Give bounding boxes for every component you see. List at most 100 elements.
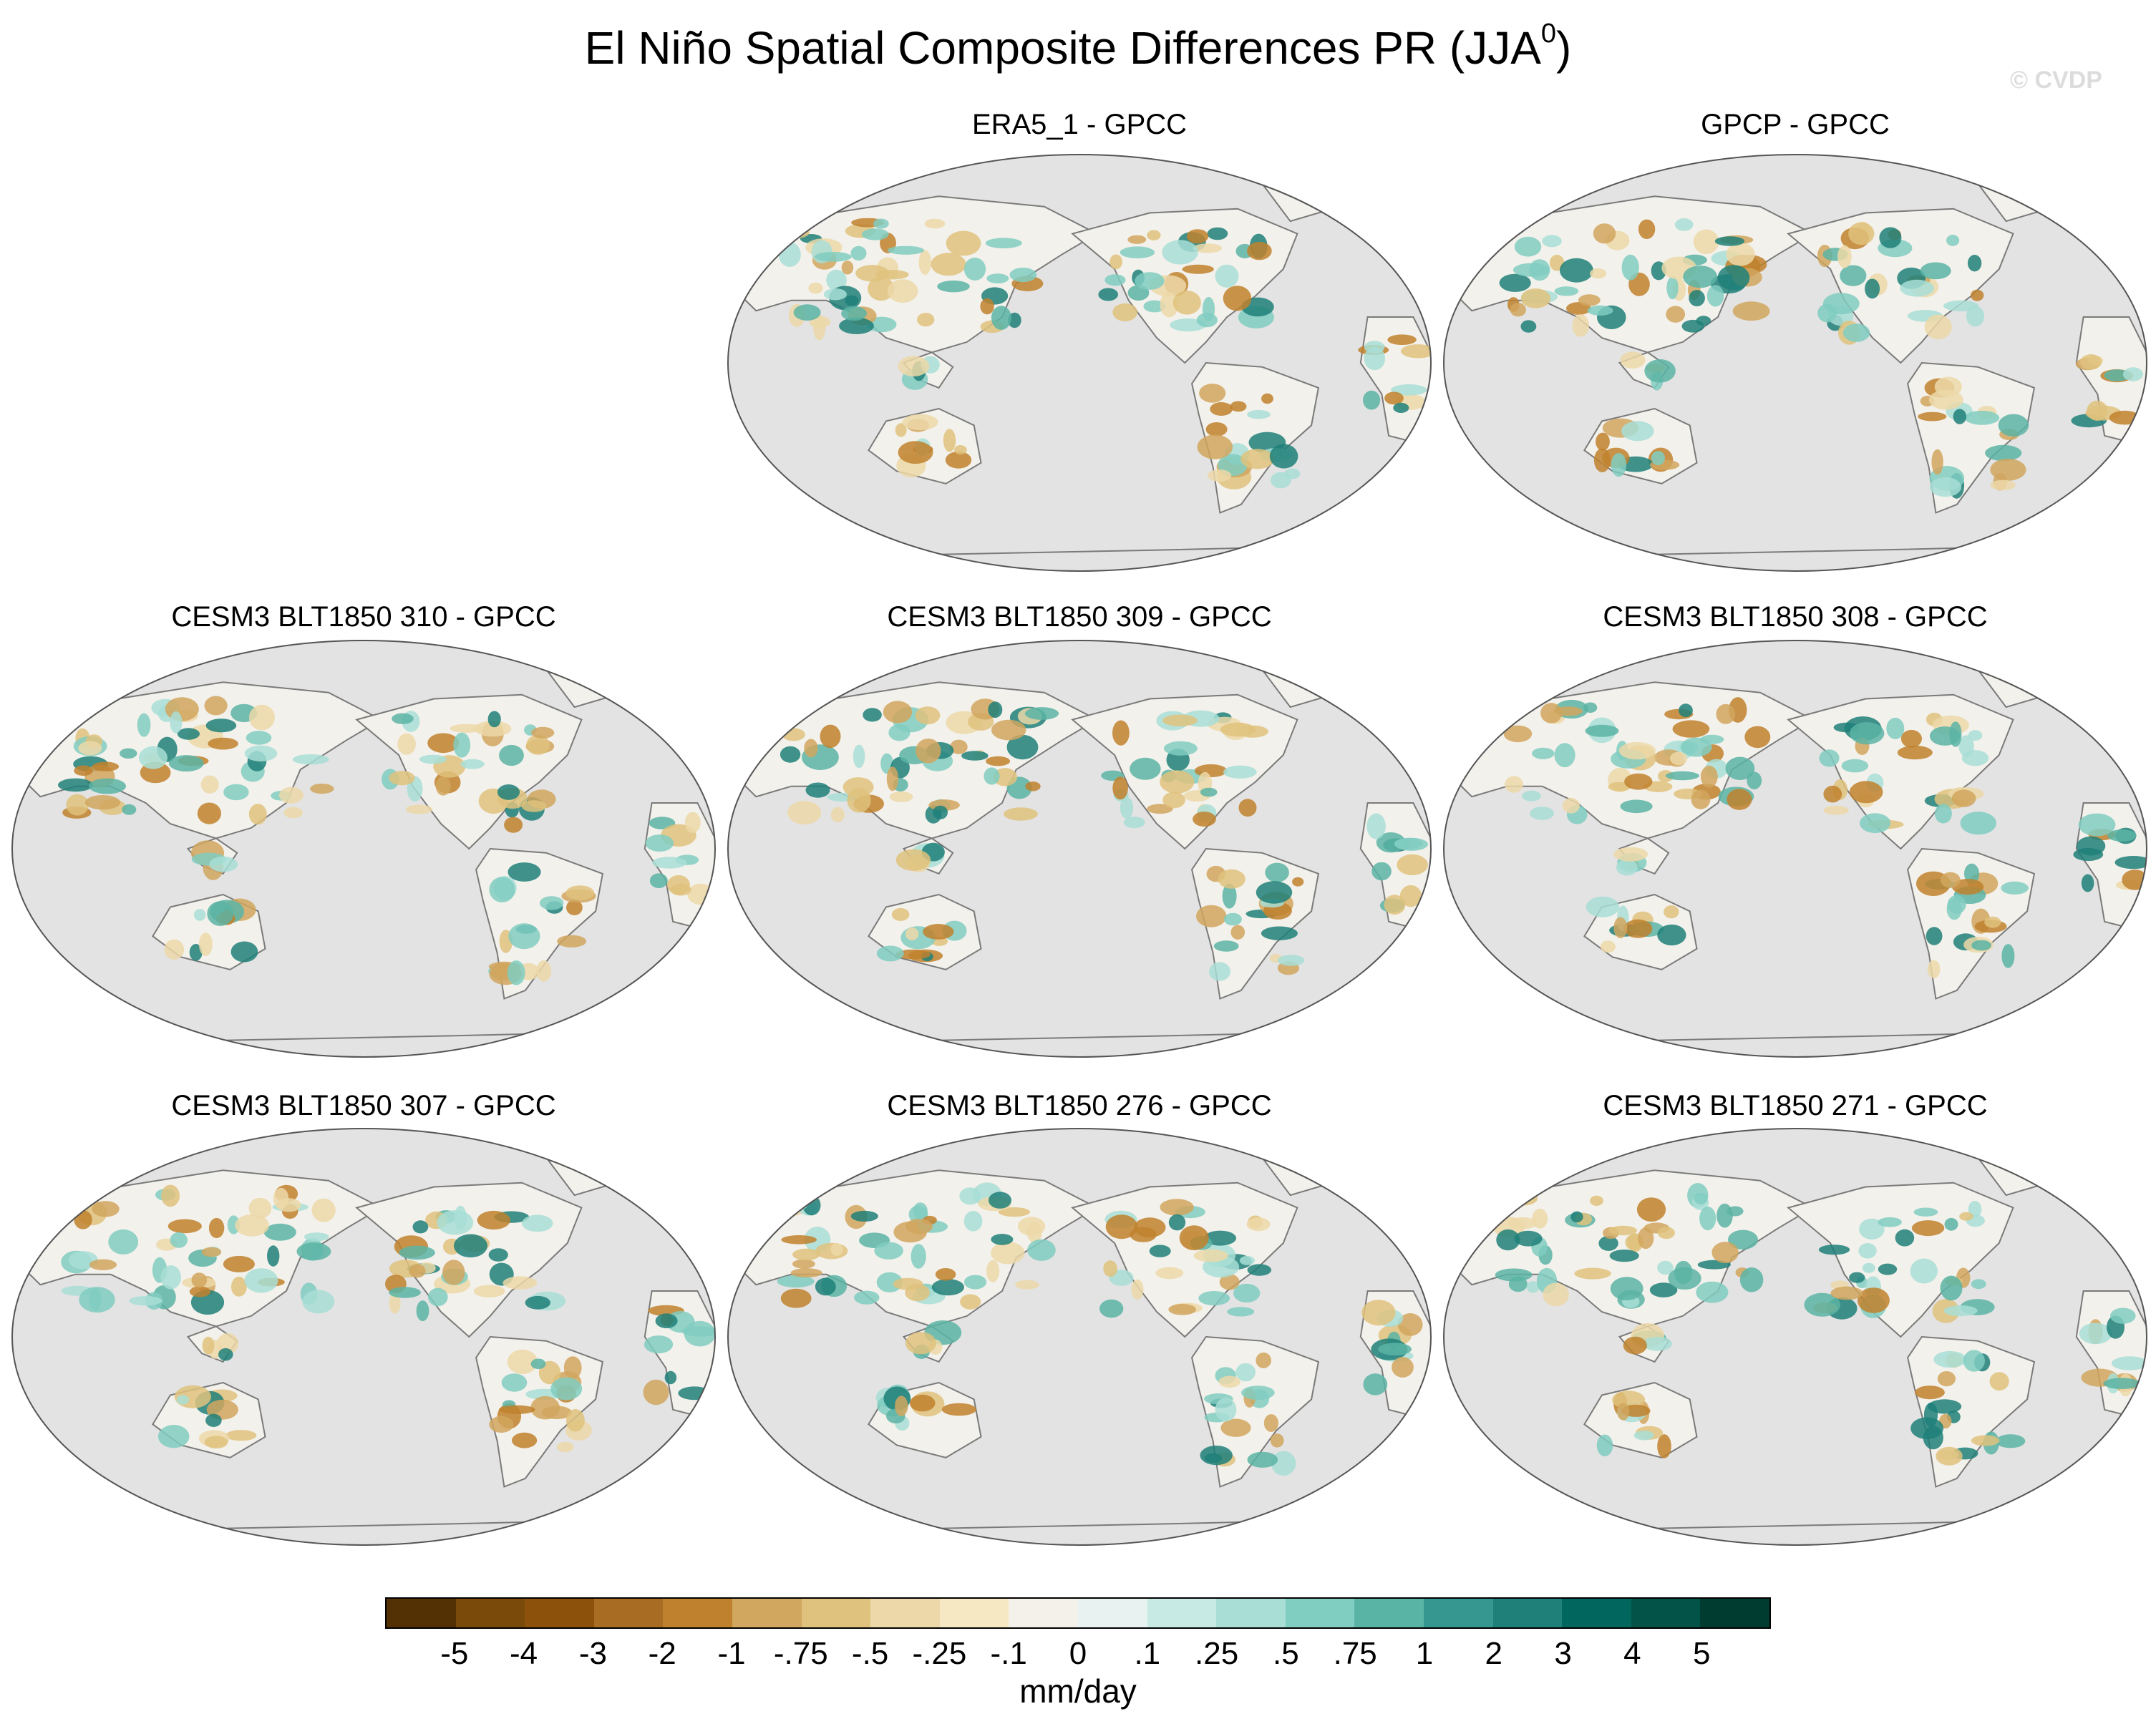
anomaly-patch: [397, 733, 416, 755]
anomaly-patch: [1194, 764, 1228, 777]
anomaly-patch: [78, 698, 91, 721]
anomaly-patch: [1366, 813, 1386, 839]
anomaly-patch: [235, 1214, 269, 1237]
anomaly-patch: [1009, 268, 1037, 283]
anomaly-patch: [170, 1232, 188, 1248]
anomaly-patch: [986, 756, 1011, 766]
anomaly-patch: [526, 734, 550, 755]
anomaly-patch: [887, 245, 925, 255]
colorbar-tick-label: -.25: [912, 1636, 967, 1671]
anomaly-patch: [1739, 1267, 1764, 1292]
panel-title: ERA5_1 - GPCC: [971, 109, 1188, 140]
anomaly-patch: [1027, 1239, 1056, 1261]
anomaly-patch: [1364, 346, 1386, 371]
anomaly-patch: [1971, 1435, 2000, 1446]
colorbar-swatch: [1147, 1599, 1217, 1627]
colorbar-swatch: [1216, 1599, 1286, 1627]
anomaly-patch: [652, 857, 687, 869]
anomaly-patch: [1168, 1304, 1197, 1315]
anomaly-patch: [453, 732, 471, 758]
anomaly-patch: [1499, 273, 1531, 292]
anomaly-patch: [1127, 235, 1147, 244]
anomaly-patch: [1560, 258, 1593, 283]
anomaly-patch: [522, 1214, 553, 1232]
anomaly-patch: [1984, 916, 2001, 928]
anomaly-patch: [1621, 254, 1639, 281]
robinson-map: [11, 1128, 716, 1546]
anomaly-patch: [2122, 367, 2144, 381]
anomaly-patch: [199, 932, 213, 956]
anomaly-patch: [244, 745, 278, 761]
anomaly-patch: [1716, 703, 1736, 724]
anomaly-patch: [937, 281, 970, 293]
anomaly-patch: [1822, 293, 1860, 315]
anomaly-patch: [1679, 703, 1693, 718]
panel-title: CESM3 BLT1850 271 - GPCC: [1603, 1090, 1988, 1121]
anomaly-patch: [991, 1242, 1025, 1265]
anomaly-patch: [918, 250, 931, 275]
anomaly-patch: [898, 356, 930, 376]
anomaly-patch: [507, 1349, 538, 1374]
anomaly-patch: [92, 761, 120, 771]
anomaly-patch: [1392, 1357, 1414, 1378]
anomaly-patch: [442, 1260, 465, 1285]
anomaly-patch: [787, 801, 822, 825]
anomaly-patch: [1610, 1277, 1643, 1300]
anomaly-patch: [1510, 303, 1526, 317]
anomaly-patch: [1530, 807, 1554, 820]
anomaly-patch: [895, 423, 907, 437]
colorbar-units: mm/day: [1019, 1672, 1137, 1710]
anomaly-patch: [1197, 434, 1233, 459]
anomaly-patch: [1644, 359, 1676, 383]
anomaly-patch: [1162, 714, 1198, 726]
anomaly-patch: [248, 1197, 272, 1219]
anomaly-patch: [550, 1377, 583, 1401]
anomaly-patch: [1694, 1192, 1708, 1204]
anomaly-patch: [1959, 1212, 1973, 1221]
anomaly-patch: [1837, 245, 1852, 268]
colorbar-swatch: [593, 1599, 664, 1627]
anomaly-patch: [1363, 390, 1381, 410]
anomaly-patch: [512, 1432, 538, 1448]
robinson-map: [11, 640, 716, 1058]
anomaly-patch: [1193, 1249, 1228, 1262]
anomaly-patch: [89, 1287, 102, 1311]
anomaly-patch: [84, 795, 121, 810]
anomaly-patch: [1277, 955, 1305, 966]
anomaly-patch: [1716, 1203, 1733, 1228]
anomaly-patch: [950, 739, 968, 754]
anomaly-patch: [139, 746, 167, 769]
anomaly-patch: [1363, 1373, 1388, 1396]
anomaly-patch: [1858, 1243, 1877, 1259]
anomaly-patch: [1134, 1217, 1166, 1238]
map-border: [727, 154, 1432, 572]
anomaly-patch: [913, 1202, 928, 1219]
anomaly-patch: [267, 1245, 280, 1267]
anomaly-patch: [1578, 294, 1601, 306]
anomaly-patch: [225, 1430, 257, 1441]
anomaly-patch: [487, 711, 501, 728]
anomaly-patch: [933, 805, 948, 819]
anomaly-patch: [1971, 289, 1984, 301]
robinson-map: [727, 1128, 1432, 1546]
anomaly-patch: [157, 1425, 190, 1448]
anomaly-patch: [273, 1187, 289, 1209]
anomaly-patch: [961, 751, 989, 761]
anomaly-patch: [1674, 218, 1694, 231]
anomaly-patch: [1700, 765, 1718, 788]
anomaly-patch: [963, 258, 986, 281]
anomaly-patch: [923, 924, 954, 940]
anomaly-patch: [1804, 1292, 1840, 1317]
anomaly-patch: [873, 218, 889, 229]
anomaly-patch: [249, 704, 275, 731]
map-border: [11, 1128, 716, 1546]
anomaly-patch: [886, 766, 898, 791]
anomaly-patch: [197, 802, 221, 824]
anomaly-patch: [1933, 1350, 1967, 1368]
anomaly-patch: [643, 1379, 669, 1406]
colorbar-swatch: [1423, 1599, 1493, 1627]
anomaly-patch: [108, 1229, 139, 1255]
anomaly-patch: [1223, 286, 1252, 311]
anomaly-patch: [304, 1232, 329, 1242]
anomaly-patch: [1711, 1242, 1739, 1263]
